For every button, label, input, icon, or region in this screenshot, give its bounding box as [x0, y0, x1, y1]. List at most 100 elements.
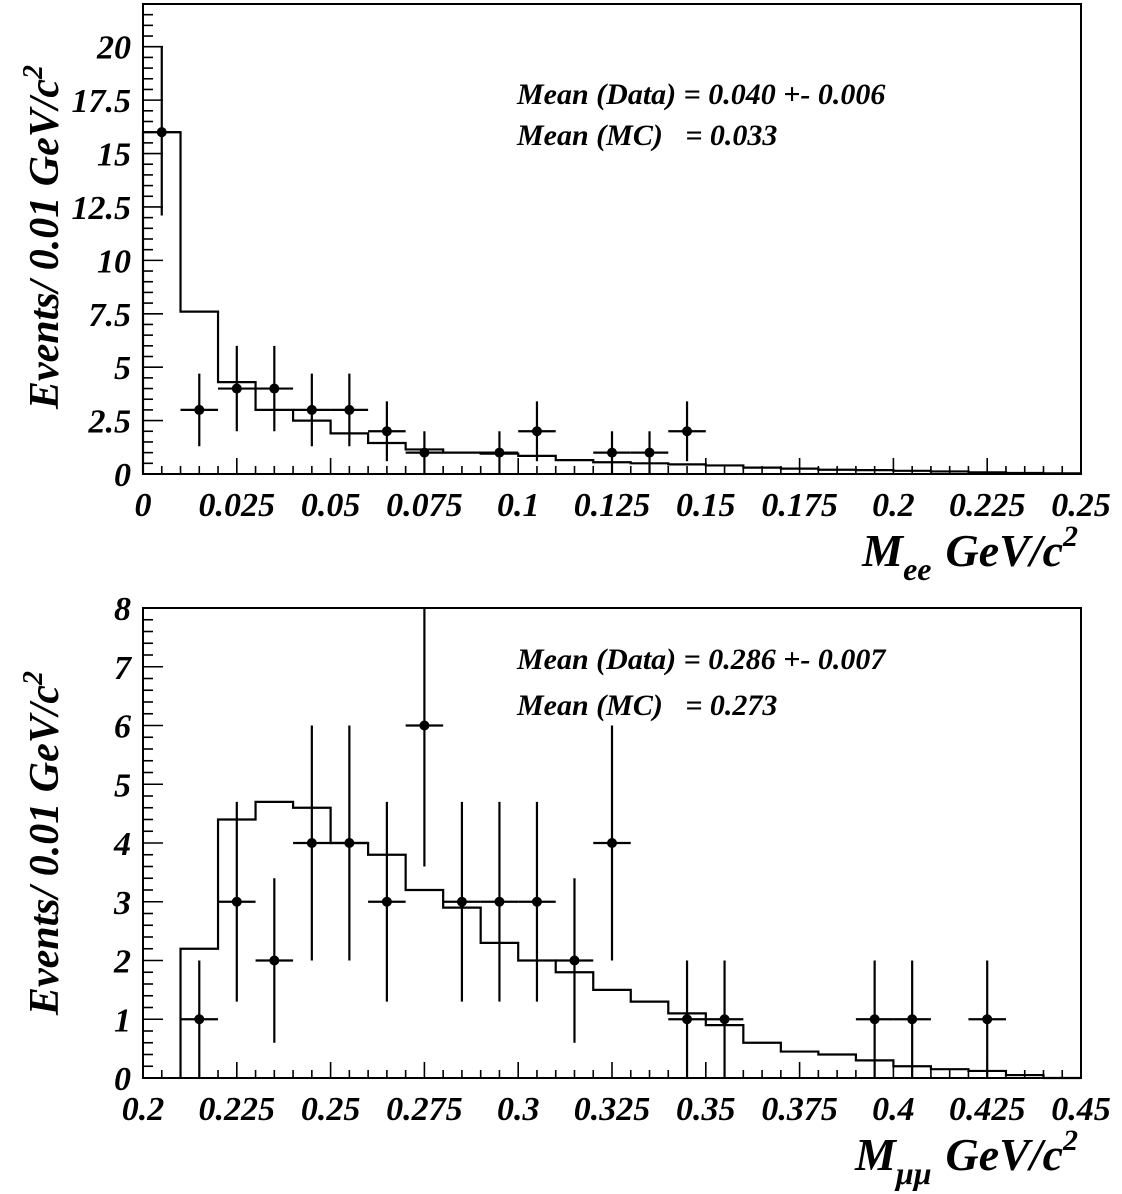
data-point-4 [293, 725, 331, 961]
x-tick-label: 0.425 [949, 1091, 1026, 1128]
x-tick-label: 0.35 [676, 1091, 736, 1128]
data-marker [269, 955, 280, 966]
data-marker [306, 404, 317, 415]
data-marker [306, 838, 317, 848]
x-tick-label: 0.225 [199, 1091, 276, 1128]
stat-text: Mean (Data) = 0.040 +- 0.006 [516, 78, 885, 111]
data-point-14 [705, 960, 744, 1078]
data-marker [907, 1014, 918, 1025]
y-tick-label: 0 [114, 1061, 131, 1098]
data-point-11 [593, 431, 631, 474]
data-point-5 [293, 373, 331, 447]
data-marker [269, 383, 280, 394]
data-point-10 [518, 801, 556, 1002]
histogram-panel-1: 0 0.025 0.05 0.075 0.1 0.125 0.15 0.175 0.2 0.225… [18, 3, 1111, 587]
x-axis-label-symbol: M [854, 1129, 898, 1180]
x-tick-label: 0.275 [386, 1091, 463, 1128]
data-point-6 [330, 373, 369, 447]
y-tick-label: 10 [97, 243, 131, 280]
x-tick-label: 0.15 [676, 487, 736, 524]
data-point-2 [218, 801, 256, 1002]
x-tick-label: 0.075 [386, 487, 463, 524]
data-point-12 [593, 725, 631, 961]
x-axis-label-superscript: 2 [1062, 1124, 1078, 1157]
data-point-11 [555, 878, 594, 1043]
y-tick-label: 8 [114, 591, 131, 628]
x-tick-label: 0.325 [574, 1091, 651, 1128]
data-point-9 [480, 431, 519, 474]
x-tick-label: 0.4 [872, 1091, 915, 1128]
stat-text: Mean (MC) = 0.033 [516, 119, 777, 152]
x-tick-label: 0.2 [872, 487, 915, 524]
y-axis-label: Events/ 0.01 GeV/c2 [18, 671, 68, 1016]
x-axis-label-subscript: ee [903, 551, 931, 587]
data-marker [494, 447, 505, 458]
data-point-7 [405, 608, 444, 867]
data-point-3 [218, 345, 256, 432]
y-tick-label: 5 [114, 767, 131, 804]
data-point-8 [405, 431, 444, 474]
data-point-4 [255, 345, 294, 432]
x-axis-label-superscript: 2 [1062, 520, 1078, 553]
y-tick-label: 20 [96, 30, 131, 67]
data-point-9 [480, 801, 519, 1002]
data-marker [869, 1014, 880, 1025]
x-tick-label: 0.25 [301, 1091, 361, 1128]
y-axis-label-superscript: 2 [18, 671, 49, 686]
stat-text: Mean (Data) = 0.286 +- 0.007 [516, 643, 886, 676]
data-point-2 [180, 373, 219, 447]
x-tick-label: 0.3 [497, 1091, 540, 1128]
stat-text: Mean (MC) = 0.273 [516, 689, 777, 722]
y-axis-label: Events/ 0.01 GeV/c2 [18, 65, 68, 410]
x-tick-label: 0.25 [1051, 487, 1111, 524]
y-tick-label: 15 [97, 137, 131, 174]
data-marker [194, 404, 205, 415]
y-tick-label: 0 [114, 457, 131, 494]
data-point-1 [143, 46, 181, 216]
data-marker [607, 838, 617, 848]
x-axis-label-symbol: M [861, 525, 905, 576]
data-point-13 [668, 401, 706, 462]
x-tick-label: 0 [135, 487, 152, 524]
data-marker [381, 896, 392, 907]
data-marker [494, 896, 505, 907]
x-tick-label: 0.125 [574, 487, 651, 524]
data-point-12 [630, 431, 669, 474]
x-tick-label: 0.05 [301, 487, 361, 524]
mc-histogram-line [179, 800, 1081, 1080]
data-point-16 [893, 960, 931, 1078]
data-marker [644, 447, 655, 458]
x-tick-label: 0.45 [1051, 1091, 1111, 1128]
y-tick-label: 4 [113, 826, 131, 863]
data-point-1 [180, 960, 219, 1078]
data-marker [607, 447, 617, 458]
data-point-3 [255, 878, 294, 1043]
data-point-15 [855, 960, 894, 1078]
x-tick-label: 0.225 [949, 487, 1026, 524]
y-tick-label: 17.5 [72, 83, 132, 120]
x-axis-label-subscript: μμ [894, 1155, 932, 1191]
x-axis-label: Mee GeV/c2 [861, 520, 1078, 587]
x-tick-label: 0.175 [761, 487, 838, 524]
x-tick-label: 0.375 [761, 1091, 838, 1128]
x-tick-label: 0.1 [497, 487, 540, 524]
data-marker [156, 127, 167, 138]
y-tick-label: 7.5 [89, 297, 132, 334]
data-point-10 [518, 401, 556, 462]
data-point-6 [368, 801, 406, 1002]
y-tick-label: 5 [114, 350, 131, 387]
y-tick-label: 2 [113, 944, 131, 981]
x-axis-label-unit: GeV/c [945, 1129, 1063, 1180]
data-point-17 [968, 960, 1006, 1078]
data-marker [569, 955, 580, 966]
y-axis-label-text: Events/ 0.01 GeV/c [22, 685, 68, 1016]
x-tick-label: 0.025 [199, 487, 276, 524]
y-axis-label-superscript: 2 [18, 65, 49, 80]
y-tick-label: 1 [114, 1002, 131, 1039]
data-marker [682, 426, 693, 437]
data-point-5 [330, 725, 369, 961]
y-tick-label: 7 [114, 650, 133, 687]
data-marker [344, 404, 355, 415]
data-marker [231, 896, 242, 907]
